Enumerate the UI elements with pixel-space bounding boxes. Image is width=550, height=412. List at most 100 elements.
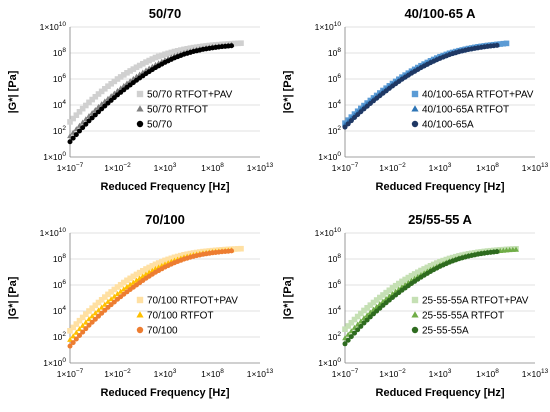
- data-point: [348, 319, 355, 326]
- data-point: [152, 261, 159, 268]
- y-axis-label: |G*| [Pa]: [282, 70, 294, 113]
- legend-label: 70/100: [147, 326, 178, 337]
- data-point: [168, 49, 175, 56]
- data-point: [367, 302, 374, 308]
- x-tick-label: 1×108: [476, 368, 499, 379]
- data-point: [70, 333, 77, 339]
- x-axis-label: Reduced Frequency [Hz]: [101, 387, 230, 399]
- data-point: [171, 48, 178, 55]
- data-point: [155, 260, 162, 266]
- legend-label: 50/70 RTFOT+PAV: [147, 90, 233, 101]
- legend-marker: [136, 311, 144, 318]
- data-point: [98, 304, 105, 310]
- legend-label: 40/100-65A RTFOT: [422, 105, 509, 116]
- data-point: [89, 319, 95, 325]
- data-point: [111, 78, 118, 85]
- legend-marker: [136, 105, 144, 112]
- y-tick-label: 102: [53, 125, 66, 136]
- data-point: [348, 334, 354, 340]
- data-point: [73, 132, 79, 138]
- y-tick-label: 104: [328, 305, 341, 316]
- x-tick-label: 1×10−2: [379, 368, 406, 379]
- data-point: [79, 314, 86, 321]
- chart-panel-4: 25/55-55 A 1×100 102 104 106 108 1×1010 1×10−7 1…: [282, 212, 549, 399]
- series-3: [342, 42, 500, 130]
- data-point: [83, 102, 89, 109]
- data-point: [443, 256, 450, 263]
- data-point: [133, 64, 140, 71]
- data-point: [92, 316, 98, 322]
- x-tick-label: 1×10−7: [332, 368, 359, 379]
- data-point: [102, 103, 108, 109]
- data-point: [77, 128, 82, 134]
- data-point: [392, 282, 399, 289]
- data-point: [235, 40, 241, 47]
- data-point: [80, 125, 86, 131]
- data-point: [79, 322, 86, 328]
- data-point: [96, 313, 101, 319]
- data-point: [130, 66, 137, 72]
- data-point: [421, 266, 427, 272]
- data-point: [364, 305, 370, 311]
- y-tick-label: 106: [328, 279, 341, 290]
- data-point: [143, 59, 149, 65]
- y-tick-label: 1×1010: [315, 21, 342, 32]
- data-point: [89, 96, 95, 103]
- data-point: [67, 327, 73, 334]
- x-axis-label: Reduced Frequency [Hz]: [376, 387, 505, 399]
- legend-label: 25-55-55A RTFOT+PAV: [422, 296, 529, 307]
- data-point: [361, 320, 367, 326]
- data-point: [121, 72, 127, 78]
- data-point: [165, 50, 171, 57]
- data-point: [92, 302, 99, 309]
- data-point: [67, 336, 73, 342]
- data-point: [76, 326, 83, 332]
- x-tick-label: 1×1013: [247, 368, 274, 379]
- data-point: [96, 109, 101, 115]
- data-point: [427, 262, 434, 269]
- y-tick-label: 1×100: [43, 357, 66, 368]
- data-point: [149, 56, 156, 62]
- data-point: [127, 68, 133, 74]
- data-point: [76, 317, 83, 324]
- data-point: [415, 269, 421, 276]
- data-point: [342, 124, 348, 130]
- y-tick-label: 1×1010: [40, 227, 67, 238]
- data-point: [86, 322, 92, 328]
- data-point: [127, 275, 133, 282]
- chart-title: 50/70: [149, 6, 182, 21]
- legend-label: 25-55-55A: [422, 326, 469, 337]
- data-point: [380, 292, 386, 298]
- data-point: [165, 256, 171, 263]
- x-axis-label: Reduced Frequency [Hz]: [101, 181, 230, 193]
- y-tick-label: 102: [53, 331, 66, 342]
- data-point: [108, 296, 115, 302]
- chart-title: 25/55-55 A: [408, 212, 472, 227]
- y-tick-label: 108: [328, 47, 341, 58]
- y-tick-label: 108: [328, 253, 341, 264]
- data-point: [76, 108, 83, 115]
- data-point: [361, 307, 367, 314]
- data-point: [152, 54, 159, 61]
- data-point: [411, 271, 418, 277]
- data-point: [95, 307, 102, 313]
- x-tick-label: 1×10−2: [104, 162, 131, 173]
- data-point: [364, 317, 370, 323]
- data-point: [405, 274, 412, 281]
- legend-label: 70/100 RTFOT+PAV: [147, 296, 238, 307]
- data-point: [373, 297, 380, 303]
- data-point: [82, 319, 89, 325]
- data-point: [102, 307, 108, 313]
- y-tick-label: 1×1010: [315, 227, 342, 238]
- data-point: [83, 326, 89, 332]
- data-point: [351, 316, 358, 323]
- data-point: [430, 261, 437, 268]
- x-tick-label: 1×10−7: [57, 162, 84, 173]
- data-point: [79, 105, 86, 112]
- data-point: [67, 139, 73, 145]
- legend-label: 50/70: [147, 120, 172, 131]
- data-point: [130, 273, 137, 280]
- data-point: [98, 296, 105, 303]
- data-point: [86, 316, 92, 322]
